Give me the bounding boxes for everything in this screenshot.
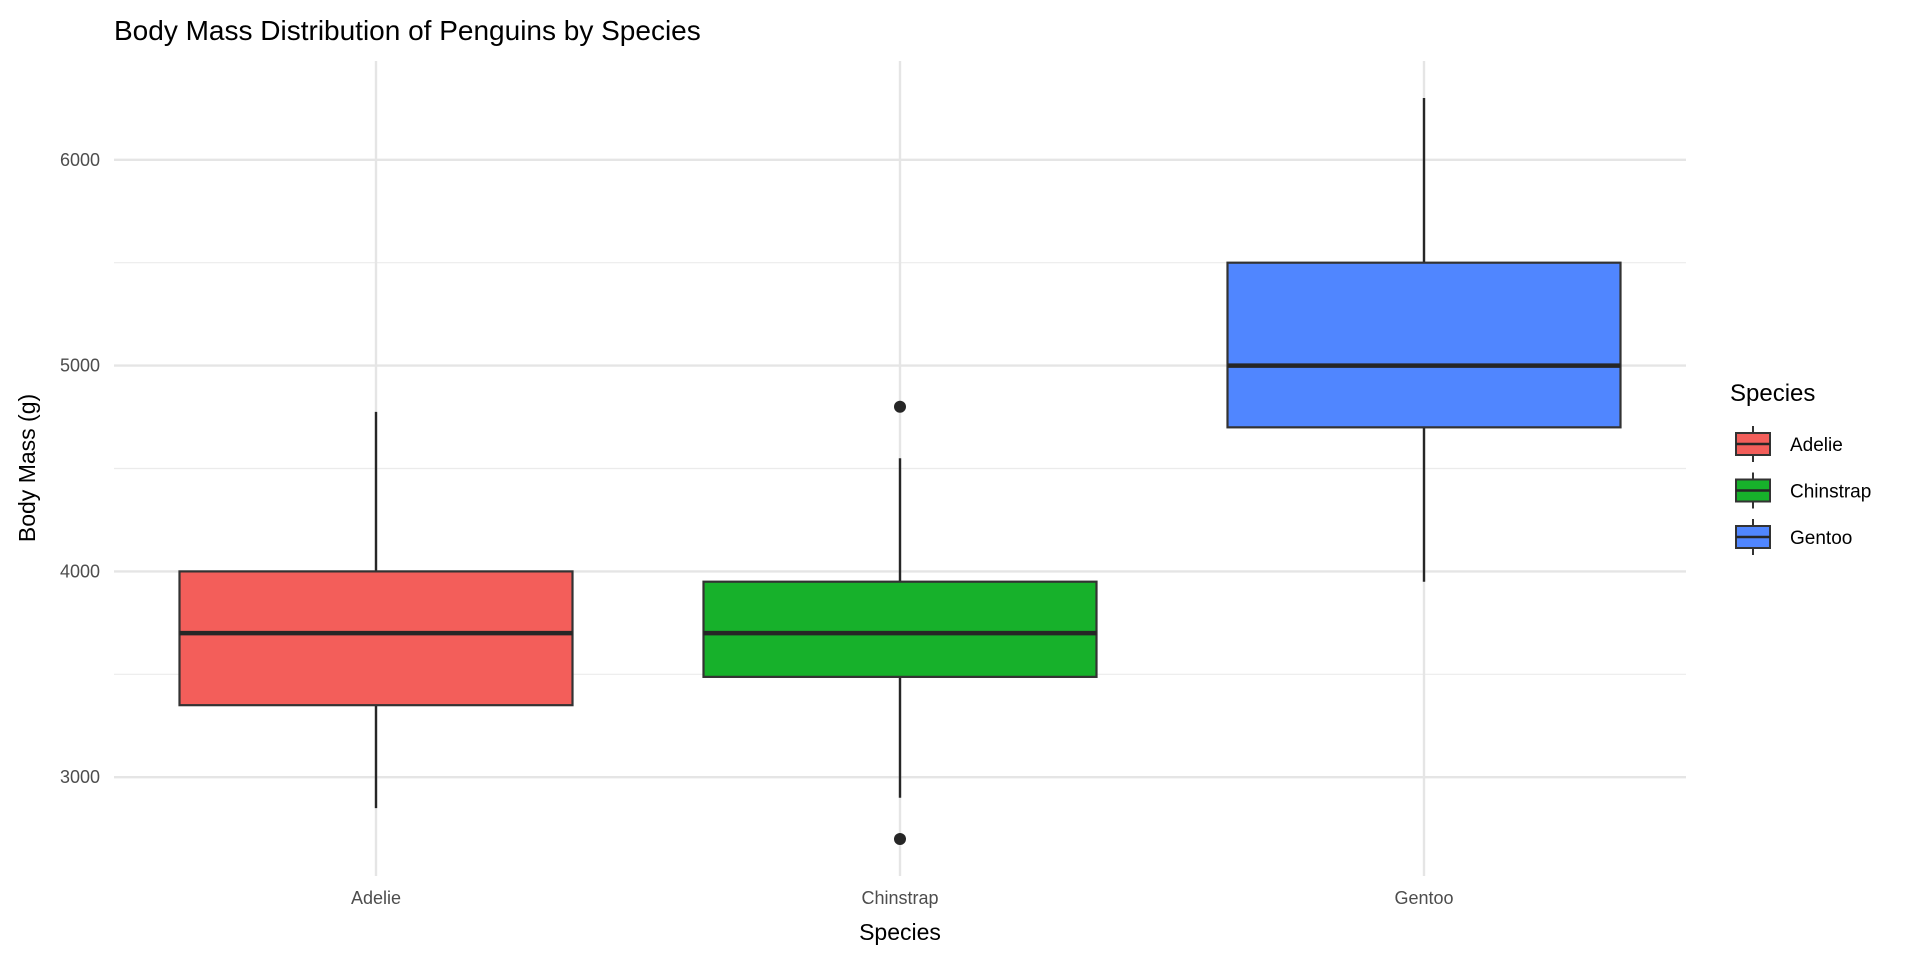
x-tick-label: Chinstrap xyxy=(861,888,938,908)
iqr-box xyxy=(178,570,574,707)
legend-label: Gentoo xyxy=(1790,528,1852,549)
x-tick-labels: Adelie Chinstrap Gentoo xyxy=(351,888,1454,908)
y-axis-title: Body Mass (g) xyxy=(14,394,40,542)
y-tick-label: 3000 xyxy=(60,767,100,787)
legend-item-gentoo: Gentoo xyxy=(1735,519,1852,555)
y-tick-label: 5000 xyxy=(60,356,100,376)
box-adelie xyxy=(178,411,574,809)
iqr-box xyxy=(1226,261,1622,429)
outlier-point xyxy=(894,400,906,413)
iqr-box xyxy=(702,580,1098,678)
x-tick-label: Gentoo xyxy=(1394,888,1453,908)
legend-label: Adelie xyxy=(1790,435,1843,456)
y-tick-label: 4000 xyxy=(60,561,100,581)
y-tick-label: 6000 xyxy=(60,150,100,170)
outlier-point xyxy=(894,832,906,845)
legend-item-chinstrap: Chinstrap xyxy=(1735,472,1871,509)
x-tick-label: Adelie xyxy=(351,888,401,908)
y-tick-labels: 3000 4000 5000 6000 xyxy=(60,150,100,787)
legend: Species Adelie Chinstrap Gentoo xyxy=(1730,380,1871,555)
boxes xyxy=(178,98,1622,845)
chart-title: Body Mass Distribution of Penguins by Sp… xyxy=(114,15,701,46)
box-gentoo xyxy=(1226,98,1622,582)
legend-item-adelie: Adelie xyxy=(1735,426,1843,462)
x-axis-title: Species xyxy=(859,919,941,945)
box-chinstrap xyxy=(702,400,1098,845)
legend-title: Species xyxy=(1730,380,1815,407)
legend-label: Chinstrap xyxy=(1790,482,1871,503)
